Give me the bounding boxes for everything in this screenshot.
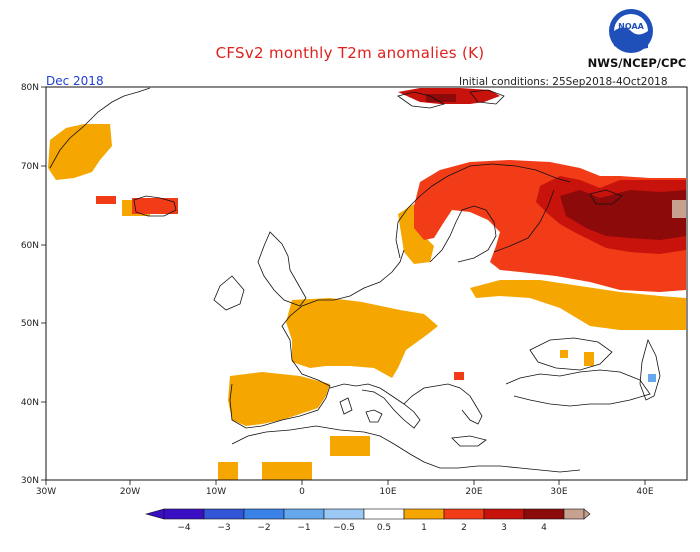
lon-label: 30E bbox=[550, 487, 567, 497]
lat-label: 60N bbox=[21, 241, 39, 251]
lon-label: 30W bbox=[36, 487, 56, 497]
lat-label: 50N bbox=[21, 319, 39, 329]
colorbar bbox=[144, 508, 591, 520]
lon-label: 20W bbox=[120, 487, 140, 497]
noaa-logo: NOAA bbox=[608, 8, 654, 58]
colorbar-labels: −4 −3 −2 −1 −0.5 0.5 1 2 3 4 bbox=[177, 523, 547, 533]
lon-label: 10E bbox=[379, 487, 396, 497]
chart-title: CFSv2 monthly T2m anomalies (K) bbox=[215, 44, 485, 62]
colorbar-swatch bbox=[403, 508, 445, 520]
colorbar-swatch bbox=[523, 508, 565, 520]
forecast-month: Dec 2018 bbox=[46, 74, 104, 88]
colorbar-min-arrow bbox=[144, 508, 165, 520]
colorbar-label: −0.5 bbox=[333, 523, 355, 533]
colorbar-label: 3 bbox=[501, 523, 507, 533]
colorbar-label: 1 bbox=[421, 523, 427, 533]
lat-label: 80N bbox=[21, 83, 39, 93]
colorbar-label: 4 bbox=[541, 523, 547, 533]
lon-label: 0 bbox=[299, 487, 305, 497]
colorbar-swatch bbox=[323, 508, 365, 520]
lon-label: 10W bbox=[206, 487, 226, 497]
colorbar-swatch bbox=[283, 508, 325, 520]
colorbar-swatch bbox=[483, 508, 525, 520]
initial-conditions: Initial conditions: 25Sep2018-4Oct2018 bbox=[459, 76, 668, 88]
colorbar-swatch bbox=[563, 508, 585, 520]
lat-label: 30N bbox=[21, 476, 39, 486]
lon-label: 40E bbox=[636, 487, 653, 497]
colorbar-label: −3 bbox=[217, 523, 230, 533]
anomaly-shading bbox=[48, 88, 686, 480]
map-frame bbox=[45, 86, 688, 481]
svg-text:NOAA: NOAA bbox=[618, 22, 644, 31]
colorbar-max-arrow bbox=[583, 508, 591, 520]
longitude-labels: 30W 20W 10W 0 10E 20E 30E 40E bbox=[36, 487, 654, 497]
axis-ticks bbox=[41, 86, 646, 485]
lat-label: 40N bbox=[21, 398, 39, 408]
colorbar-swatch bbox=[203, 508, 245, 520]
colorbar-label: −4 bbox=[177, 523, 191, 533]
latitude-labels: 30N 40N 50N 60N 70N 80N bbox=[21, 83, 39, 486]
agency-label: NWS/NCEP/CPC bbox=[587, 56, 687, 70]
lat-label: 70N bbox=[21, 162, 39, 172]
colorbar-swatch bbox=[443, 508, 485, 520]
lon-label: 20E bbox=[465, 487, 482, 497]
colorbar-label: 2 bbox=[461, 523, 467, 533]
coastlines bbox=[49, 87, 661, 473]
colorbar-label: −2 bbox=[257, 523, 270, 533]
colorbar-swatch bbox=[243, 508, 285, 520]
colorbar-swatch bbox=[163, 508, 205, 520]
colorbar-label: −1 bbox=[297, 523, 310, 533]
colorbar-label: 0.5 bbox=[377, 523, 391, 533]
colorbar-swatch bbox=[363, 508, 405, 520]
